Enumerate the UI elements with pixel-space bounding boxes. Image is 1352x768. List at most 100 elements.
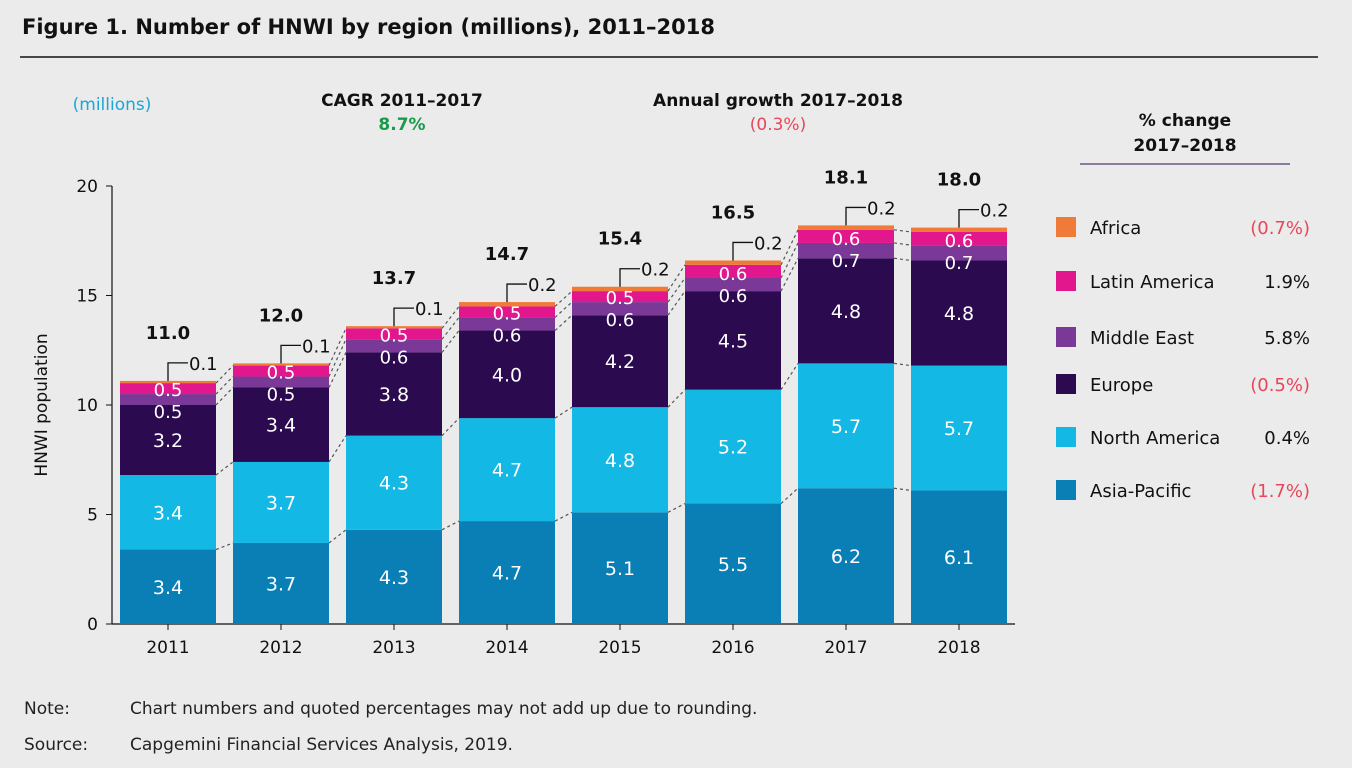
connector-line — [215, 376, 234, 395]
segment-label: 3.4 — [153, 502, 183, 524]
bar-segment-europe — [346, 352, 442, 436]
bar-total-label: 15.4 — [598, 229, 642, 250]
segment-label: 3.7 — [266, 573, 296, 595]
callout-line — [958, 208, 979, 228]
callout-line — [393, 307, 414, 327]
bar-segment-latin-america — [572, 291, 668, 303]
connector-line — [667, 277, 686, 303]
note-label: Note: — [24, 699, 70, 719]
bar-total-label: 18.0 — [937, 170, 981, 191]
connector-line — [893, 257, 912, 262]
legend-label: Latin America — [1090, 272, 1215, 293]
segment-label: 3.2 — [153, 430, 183, 452]
segment-label: 0.5 — [267, 363, 296, 384]
annual-growth-value: (0.3%) — [750, 115, 806, 135]
bar-segment-asia-pacific — [685, 503, 781, 624]
bar-segment-europe — [911, 260, 1007, 366]
bar-segment-latin-america — [798, 229, 894, 243]
connector-line — [667, 264, 686, 292]
x-tick-label: 2017 — [824, 638, 867, 658]
x-tick-label: 2012 — [259, 638, 302, 658]
segment-label: 0.5 — [606, 288, 635, 309]
segment-label: 0.2 — [980, 201, 1009, 222]
connector-line — [667, 503, 686, 513]
bar-total-label: 13.7 — [372, 268, 416, 289]
bar-segment-asia-pacific — [572, 512, 668, 624]
segment-label: 0.6 — [719, 286, 748, 307]
plot-area: 0 5 10 15 20 2011 2012 2013 2014 2015 2016 2017 2018… — [76, 167, 1015, 658]
bar-segment-europe — [120, 405, 216, 476]
legend-header-line1: % change — [1139, 111, 1231, 131]
legend-swatch — [1056, 427, 1076, 447]
connector-line — [328, 328, 347, 366]
segment-label: 3.8 — [379, 384, 409, 406]
connector-line — [215, 461, 234, 476]
x-tick-label: 2018 — [937, 638, 980, 658]
legend-label: Asia-Pacific — [1090, 481, 1191, 502]
bar-segment-latin-america — [685, 264, 781, 278]
bar-segment-latin-america — [911, 231, 1007, 246]
source-text: Capgemini Financial Services Analysis, 2… — [130, 735, 513, 755]
segment-label: 5.7 — [944, 418, 974, 440]
bar-segment-europe — [572, 315, 668, 408]
bar-segment-asia-pacific — [911, 490, 1007, 624]
segment-label: 4.8 — [944, 303, 974, 325]
connector-line — [893, 229, 912, 233]
segment-label: 3.4 — [153, 577, 183, 599]
bar-total-label: 11.0 — [146, 323, 190, 344]
callout-line — [280, 344, 301, 364]
connector-line — [780, 257, 799, 292]
segment-label: 5.1 — [605, 558, 635, 580]
segment-label: 0.1 — [415, 299, 444, 320]
legend-swatch — [1056, 374, 1076, 394]
bar-segment-north-america — [572, 407, 668, 513]
connector-line — [441, 306, 460, 329]
connector-line — [554, 301, 573, 318]
connector-line — [893, 362, 912, 367]
bar-segment-middle-east — [911, 245, 1007, 261]
connector-line — [780, 487, 799, 504]
segment-label: 0.2 — [641, 260, 670, 281]
y-tick-label: 5 — [87, 506, 98, 526]
segment-label: 4.7 — [492, 460, 522, 482]
bar-segment-africa — [459, 302, 555, 307]
bar-segment-north-america — [685, 389, 781, 504]
segment-label: 0.2 — [528, 275, 557, 296]
bar-segment-middle-east — [685, 277, 781, 292]
connector-line — [328, 529, 347, 544]
x-tick-label: 2013 — [372, 638, 415, 658]
connector-line — [554, 290, 573, 307]
segment-label: 0.6 — [719, 264, 748, 285]
bar-segment-africa — [233, 363, 329, 366]
bar-segment-middle-east — [346, 339, 442, 353]
y-axis-label: HNWI population — [32, 333, 52, 476]
legend-change: (0.7%) — [1250, 218, 1310, 239]
connector-line — [780, 363, 799, 390]
bar-segment-asia-pacific — [120, 549, 216, 624]
source-label: Source: — [24, 735, 88, 755]
segment-label: 0.6 — [945, 231, 974, 252]
segment-label: 0.7 — [832, 251, 861, 272]
callout-line — [167, 362, 188, 381]
bar-total-label: 18.1 — [824, 167, 868, 188]
connector-line — [893, 242, 912, 246]
segment-label: 0.6 — [606, 310, 635, 331]
segment-label: 4.8 — [605, 450, 635, 472]
connector-line — [441, 317, 460, 340]
legend-swatch — [1056, 271, 1076, 291]
connector-line — [215, 365, 234, 384]
connector-line — [554, 314, 573, 331]
legend-label: Africa — [1090, 218, 1141, 239]
connector-line — [328, 339, 347, 377]
segment-label: 3.7 — [266, 492, 296, 514]
cagr-label: CAGR 2011–2017 — [321, 91, 483, 111]
callout-line — [506, 283, 527, 303]
callout-line — [845, 206, 866, 226]
legend-header-line2: 2017–2018 — [1133, 136, 1236, 156]
connector-line — [215, 542, 234, 551]
y-tick-label: 0 — [87, 615, 98, 635]
segment-label: 6.2 — [831, 546, 861, 568]
cagr-value: 8.7% — [378, 115, 425, 135]
bar-total-label: 12.0 — [259, 305, 303, 326]
